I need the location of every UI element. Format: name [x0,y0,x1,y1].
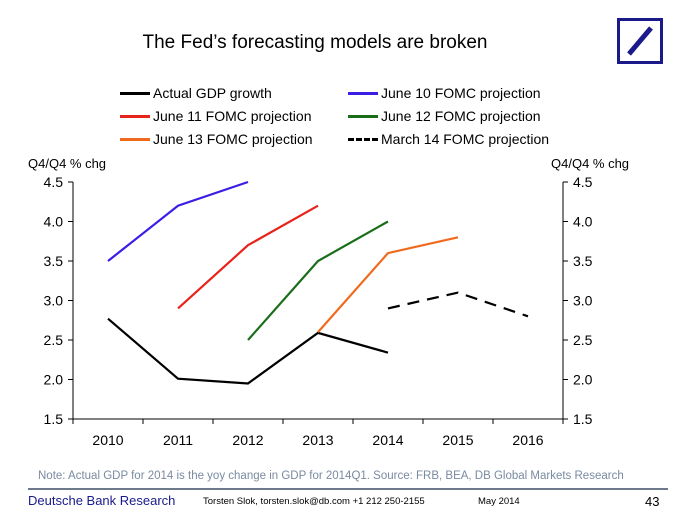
legend-label: June 11 FOMC projection [153,108,312,124]
legend-item: June 11 FOMC projection [120,108,311,124]
publication-date: May 2014 [478,496,520,507]
legend-label: June 12 FOMC projection [381,108,541,124]
x-tick-label: 2011 [163,432,193,448]
legend-label: March 14 FOMC projection [381,131,550,147]
legend-swatch [120,91,150,95]
legend-label: Actual GDP growth [153,85,272,101]
series-line [387,291,529,318]
legend-swatch [120,114,150,118]
legend-swatch [348,91,378,95]
y-tick-label-right: 4.0 [573,214,593,230]
legend-swatch [348,114,378,118]
x-tick-label: 2016 [512,432,543,448]
page-number: 43 [645,494,660,509]
legend-swatch [120,137,150,141]
source-note: Note: Actual GDP for 2014 is the yoy cha… [38,470,624,482]
author-contact: Torsten Slok, torsten.slok@db.com +1 212… [203,496,425,507]
x-tick-label: 2013 [302,432,333,448]
legend-item: June 13 FOMC projection [120,131,313,147]
legend-swatch [348,137,378,141]
x-tick-label: 2014 [372,432,403,448]
y-tick-label-right: 4.5 [573,174,593,190]
y-tick-label-left: 4.5 [44,174,64,190]
legend-item: Actual GDP growth [120,85,272,101]
y-tick-label-left: 2.0 [44,372,64,388]
legend-label: June 13 FOMC projection [153,131,313,147]
y-tick-label-right: 3.5 [573,253,593,269]
x-tick-label: 2010 [92,432,123,448]
y-tick-label-left: 4.0 [44,214,64,230]
series-line [247,220,389,341]
x-tick-label: 2012 [232,432,263,448]
y-tick-label-left: 3.5 [44,253,64,269]
line-chart: 1.5 1.5 2.0 2.0 2.5 2.5 3.0 3.0 3.5 3.5 4.0 4.0 4.5 4… [44,174,593,448]
series-line [317,236,459,333]
chart-title: The Fed’s forecasting models are broken [142,32,488,53]
y-tick-label-right: 2.5 [573,332,593,348]
x-tick-label: 2015 [442,432,473,448]
legend-item: June 12 FOMC projection [348,108,541,124]
y-axis-label-left: Q4/Q4 % chg [28,156,107,171]
y-tick-label-right: 2.0 [573,372,593,388]
legend-item: March 14 FOMC projection [348,131,549,147]
series-line [107,180,249,262]
legend-item: June 10 FOMC projection [348,85,541,101]
brand-name: Deutsche Bank Research [28,493,176,508]
footer-divider [28,488,668,490]
series-line [107,317,389,385]
series-line [177,204,319,310]
y-tick-label-left: 1.5 [44,411,64,427]
y-tick-label-right: 3.0 [573,293,593,309]
legend-label: June 10 FOMC projection [381,85,541,101]
y-axis-label-right: Q4/Q4 % chg [551,156,630,171]
y-tick-label-left: 3.0 [44,293,64,309]
y-tick-label-right: 1.5 [573,411,593,427]
deutsche-bank-logo [617,18,663,64]
y-tick-label-left: 2.5 [44,332,64,348]
